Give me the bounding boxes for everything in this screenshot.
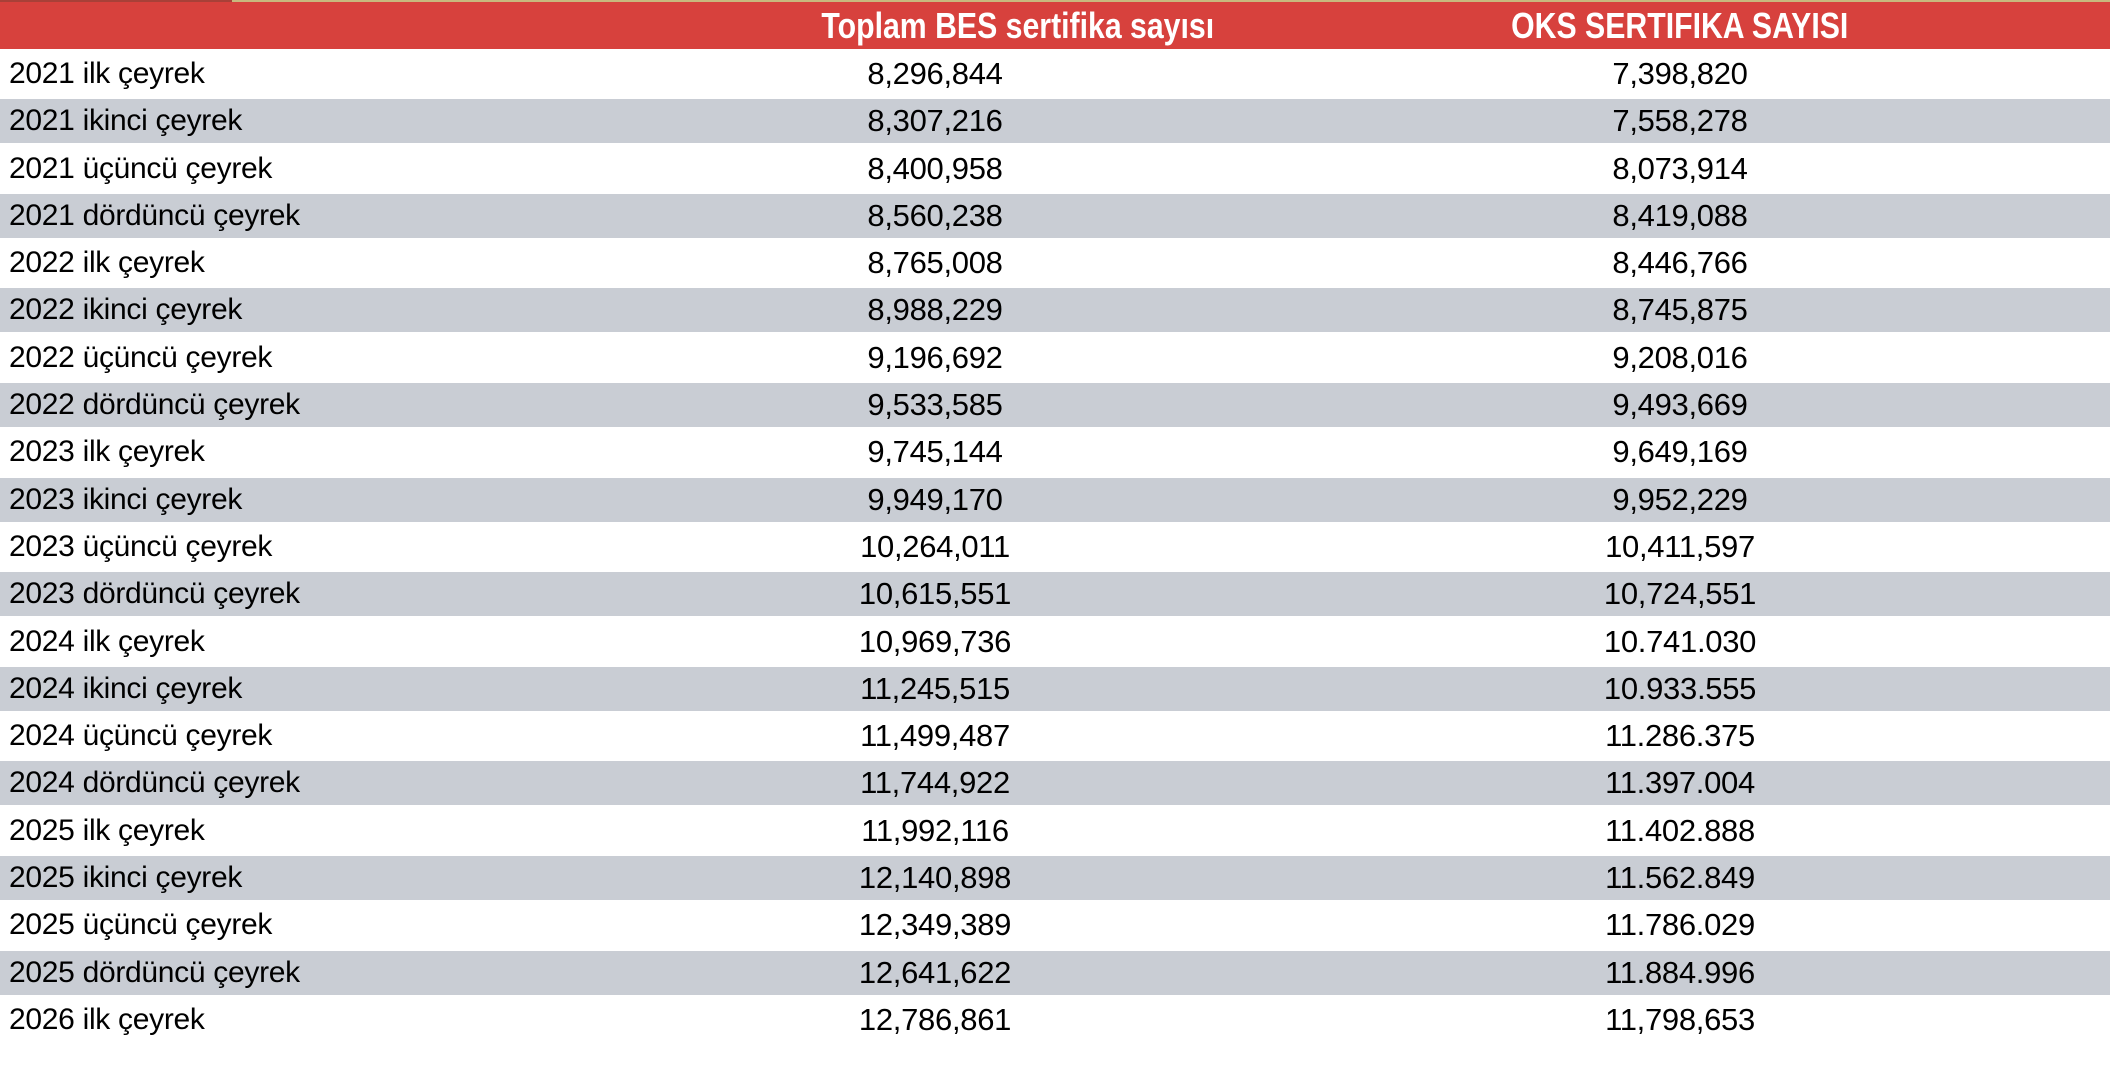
table-row: 2022 ilk çeyrek 8,765,008 8,446,766 xyxy=(0,241,2110,285)
row-period-label: 2024 ikinci çeyrek xyxy=(9,671,243,705)
row-period-label: 2022 üçüncü çeyrek xyxy=(9,340,273,374)
table-row: 2023 üçüncü çeyrek 10,264,011 10,411,597 xyxy=(0,525,2110,569)
row-oks-value: 7,558,278 xyxy=(1612,103,1748,139)
row-period-label: 2025 üçüncü çeyrek xyxy=(9,908,273,942)
table-row: 2024 ilk çeyrek 10,969,736 10.741.030 xyxy=(0,620,2110,664)
row-oks-value: 8,745,875 xyxy=(1612,292,1748,328)
table-row: 2022 ikinci çeyrek 8,988,229 8,745,875 xyxy=(0,288,2110,333)
row-period-label: 2023 ilk çeyrek xyxy=(9,435,205,469)
table-row: 2021 ikinci çeyrek 8,307,216 7,558,278 xyxy=(0,99,2110,144)
row-oks-value: 11,798,653 xyxy=(1605,1001,1755,1037)
table-row: 2023 ikinci çeyrek 9,949,170 9,952,229 xyxy=(0,477,2110,522)
row-bes-value: 9,949,170 xyxy=(867,481,1003,517)
row-bes-value: 12,349,389 xyxy=(858,907,1012,943)
row-period-label: 2021 dördüncü çeyrek xyxy=(9,198,300,232)
row-period-label: 2021 üçüncü çeyrek xyxy=(9,151,273,185)
row-period-label: 2024 üçüncü çeyrek xyxy=(9,719,273,753)
row-bes-value: 8,307,216 xyxy=(867,103,1003,139)
table-row: 2023 ilk çeyrek 9,745,144 9,649,169 xyxy=(0,430,2110,474)
row-bes-value: 8,400,958 xyxy=(867,150,1003,186)
row-period-label: 2022 ilk çeyrek xyxy=(9,246,205,280)
row-period-label: 2025 dördüncü çeyrek xyxy=(9,955,300,989)
row-oks-value: 11.286.375 xyxy=(1605,718,1755,754)
table-row: 2024 üçüncü çeyrek 11,499,487 11.286.375 xyxy=(0,714,2110,758)
table-row: 2025 ilk çeyrek 11,992,116 11.402.888 xyxy=(0,809,2110,853)
row-period-label: 2024 ilk çeyrek xyxy=(9,624,205,658)
table-body: 2021 ilk çeyrek 8,296,844 7,398,820 2021… xyxy=(0,52,2110,1042)
row-period-label: 2025 ilk çeyrek xyxy=(9,813,205,847)
row-oks-value: 8,419,088 xyxy=(1612,197,1748,233)
table-row: 2021 üçüncü çeyrek 8,400,958 8,073,914 xyxy=(0,147,2110,191)
row-period-label: 2021 ikinci çeyrek xyxy=(9,104,243,138)
row-bes-value: 12,641,622 xyxy=(858,954,1012,990)
row-oks-value: 11.562.849 xyxy=(1605,860,1755,896)
table-row: 2022 dördüncü çeyrek 9,533,585 9,493,669 xyxy=(0,383,2110,428)
row-bes-value: 8,296,844 xyxy=(867,56,1003,91)
row-oks-value: 9,952,229 xyxy=(1612,481,1748,517)
row-bes-value: 11,499,487 xyxy=(860,718,1010,754)
row-oks-value: 11.884.996 xyxy=(1605,954,1755,990)
row-bes-value: 10,969,736 xyxy=(858,623,1012,659)
row-bes-value: 12,140,898 xyxy=(858,860,1012,896)
row-period-label: 2025 ikinci çeyrek xyxy=(9,861,243,895)
table-header: Toplam BES sertifika sayısı OKS SERTIFIK… xyxy=(0,2,2110,49)
row-oks-value: 11.786.029 xyxy=(1605,907,1755,943)
row-bes-value: 8,988,229 xyxy=(867,292,1003,328)
header-bes-column: Toplam BES sertifika sayısı xyxy=(620,5,1250,47)
header-oks-column: OKS SERTIFIKA SAYISI xyxy=(1250,5,2110,47)
table-row: 2021 dördüncü çeyrek 8,560,238 8,419,088 xyxy=(0,193,2110,238)
row-bes-value: 9,533,585 xyxy=(867,387,1003,423)
row-period-label: 2023 dördüncü çeyrek xyxy=(9,577,300,611)
table-row: 2023 dördüncü çeyrek 10,615,551 10,724,5… xyxy=(0,572,2110,617)
row-bes-value: 11,992,116 xyxy=(861,812,1009,848)
row-period-label: 2026 ilk çeyrek xyxy=(9,1002,205,1036)
row-oks-value: 11.402.888 xyxy=(1605,812,1755,848)
row-period-label: 2021 ilk çeyrek xyxy=(9,57,205,90)
row-oks-value: 7,398,820 xyxy=(1612,56,1748,91)
row-period-label: 2022 dördüncü çeyrek xyxy=(9,388,300,422)
row-bes-value: 8,560,238 xyxy=(867,197,1003,233)
row-oks-value: 8,073,914 xyxy=(1612,150,1748,186)
row-period-label: 2023 ikinci çeyrek xyxy=(9,482,243,516)
row-bes-value: 10,264,011 xyxy=(860,528,1010,564)
row-oks-value: 8,446,766 xyxy=(1612,245,1748,281)
row-bes-value: 12,786,861 xyxy=(858,1001,1012,1037)
header-bes-label: Toplam BES sertifika sayısı xyxy=(821,4,1215,46)
table-row: 2024 dördüncü çeyrek 11,744,922 11.397.0… xyxy=(0,761,2110,806)
table-row: 2025 üçüncü çeyrek 12,349,389 11.786.029 xyxy=(0,903,2110,947)
row-oks-value: 10,724,551 xyxy=(1603,576,1757,612)
table-row: 2021 ilk çeyrek 8,296,844 7,398,820 xyxy=(0,52,2110,96)
table-row: 2026 ilk çeyrek 12,786,861 11,798,653 xyxy=(0,998,2110,1042)
row-oks-value: 9,649,169 xyxy=(1612,434,1748,470)
top-edge-strip xyxy=(0,0,2110,2)
row-oks-value: 10.741.030 xyxy=(1603,623,1757,659)
row-oks-value: 10,411,597 xyxy=(1605,528,1755,564)
table-row: 2025 dördüncü çeyrek 12,641,622 11.884.9… xyxy=(0,950,2110,995)
table-row: 2024 ikinci çeyrek 11,245,515 10.933.555 xyxy=(0,666,2110,711)
header-oks-label: OKS SERTIFIKA SAYISI xyxy=(1511,4,1849,46)
row-oks-value: 9,208,016 xyxy=(1612,339,1748,375)
row-bes-value: 9,196,692 xyxy=(867,339,1003,375)
table-row: 2022 üçüncü çeyrek 9,196,692 9,208,016 xyxy=(0,336,2110,380)
row-bes-value: 10,615,551 xyxy=(858,576,1012,612)
row-bes-value: 11,744,922 xyxy=(860,765,1010,801)
row-oks-value: 9,493,669 xyxy=(1612,387,1748,423)
row-period-label: 2024 dördüncü çeyrek xyxy=(9,766,300,800)
row-oks-value: 11.397.004 xyxy=(1605,765,1755,801)
row-oks-value: 10.933.555 xyxy=(1603,670,1757,706)
row-bes-value: 8,765,008 xyxy=(867,245,1003,281)
row-period-label: 2023 üçüncü çeyrek xyxy=(9,529,273,563)
row-bes-value: 9,745,144 xyxy=(867,434,1003,470)
table-row: 2025 ikinci çeyrek 12,140,898 11.562.849 xyxy=(0,856,2110,901)
row-period-label: 2022 ikinci çeyrek xyxy=(9,293,243,327)
row-bes-value: 11,245,515 xyxy=(860,670,1010,706)
